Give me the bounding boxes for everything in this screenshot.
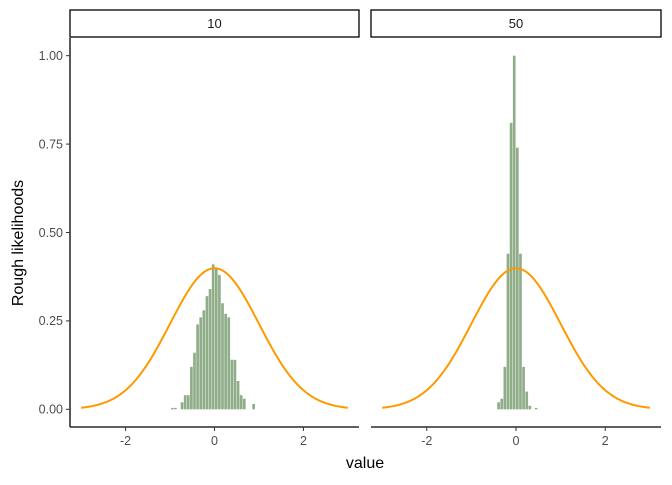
facet-strip-label: 50 <box>509 16 523 31</box>
histogram-bar <box>506 253 510 410</box>
histogram-bar <box>199 317 203 410</box>
histogram-bar <box>227 317 231 410</box>
histogram-bar <box>534 407 538 410</box>
histogram-bar <box>180 402 184 410</box>
x-tick-label: -2 <box>120 434 131 448</box>
histogram-bar <box>516 147 519 410</box>
histogram-bar <box>183 395 187 410</box>
histogram-bar <box>239 395 243 410</box>
histogram-bar <box>528 405 532 410</box>
x-tick-label: 2 <box>602 434 609 448</box>
histogram-bar <box>242 398 246 410</box>
histogram-bar <box>221 303 224 410</box>
x-tick-label: 0 <box>211 434 218 448</box>
y-tick-label: 0.00 <box>39 403 63 417</box>
histogram-bar <box>522 366 525 410</box>
histogram-bar <box>193 352 196 410</box>
histogram-bar <box>500 398 504 410</box>
facet-strip <box>370 9 662 38</box>
y-tick-label: 0.75 <box>39 137 63 151</box>
histogram-bar <box>509 122 513 410</box>
y-tick-label: 0.25 <box>39 314 63 328</box>
histogram-bar <box>230 359 234 410</box>
histogram-bar <box>211 264 215 410</box>
histogram-bar <box>525 391 529 410</box>
histogram-bar <box>174 407 177 410</box>
y-axis-title: Rough likelihoods <box>10 180 27 306</box>
histogram-bar <box>236 381 240 410</box>
histogram-bar <box>205 296 209 410</box>
histogram-bar <box>233 359 237 410</box>
x-axis-title: value <box>346 455 384 472</box>
facets-layer: 10 -2 0 2 50 -2 0 2 <box>69 9 662 448</box>
histogram-bar <box>252 404 255 410</box>
histogram-bar <box>190 366 193 410</box>
density-curve <box>382 267 650 409</box>
histogram-bar <box>208 289 212 410</box>
histogram-bar <box>224 313 227 410</box>
x-tick-label: -2 <box>421 434 432 448</box>
x-tick-label: 0 <box>513 434 520 448</box>
y-tick-label: 0.50 <box>39 226 63 240</box>
histogram-bar <box>503 366 507 410</box>
y-axis: 0.00 0.25 0.50 0.75 1.00 <box>39 38 71 427</box>
histogram-bar <box>497 402 500 410</box>
y-tick-label: 1.00 <box>39 49 63 63</box>
histogram-bar <box>214 267 218 410</box>
histogram-bar <box>512 55 516 410</box>
histogram-bar <box>202 310 206 410</box>
histogram-bar <box>170 407 174 410</box>
facet-panel-10: 10 -2 0 2 <box>69 9 360 448</box>
facet-strip-label: 10 <box>207 16 221 31</box>
histogram-bar <box>196 324 199 410</box>
x-tick-label: 2 <box>300 434 307 448</box>
histogram-bar <box>186 395 190 410</box>
histogram-bar <box>218 274 221 410</box>
facet-strip <box>69 9 360 38</box>
density-curve <box>81 267 348 409</box>
histogram-bar <box>519 253 522 410</box>
facet-panel-50: 50 -2 0 2 <box>370 9 662 448</box>
